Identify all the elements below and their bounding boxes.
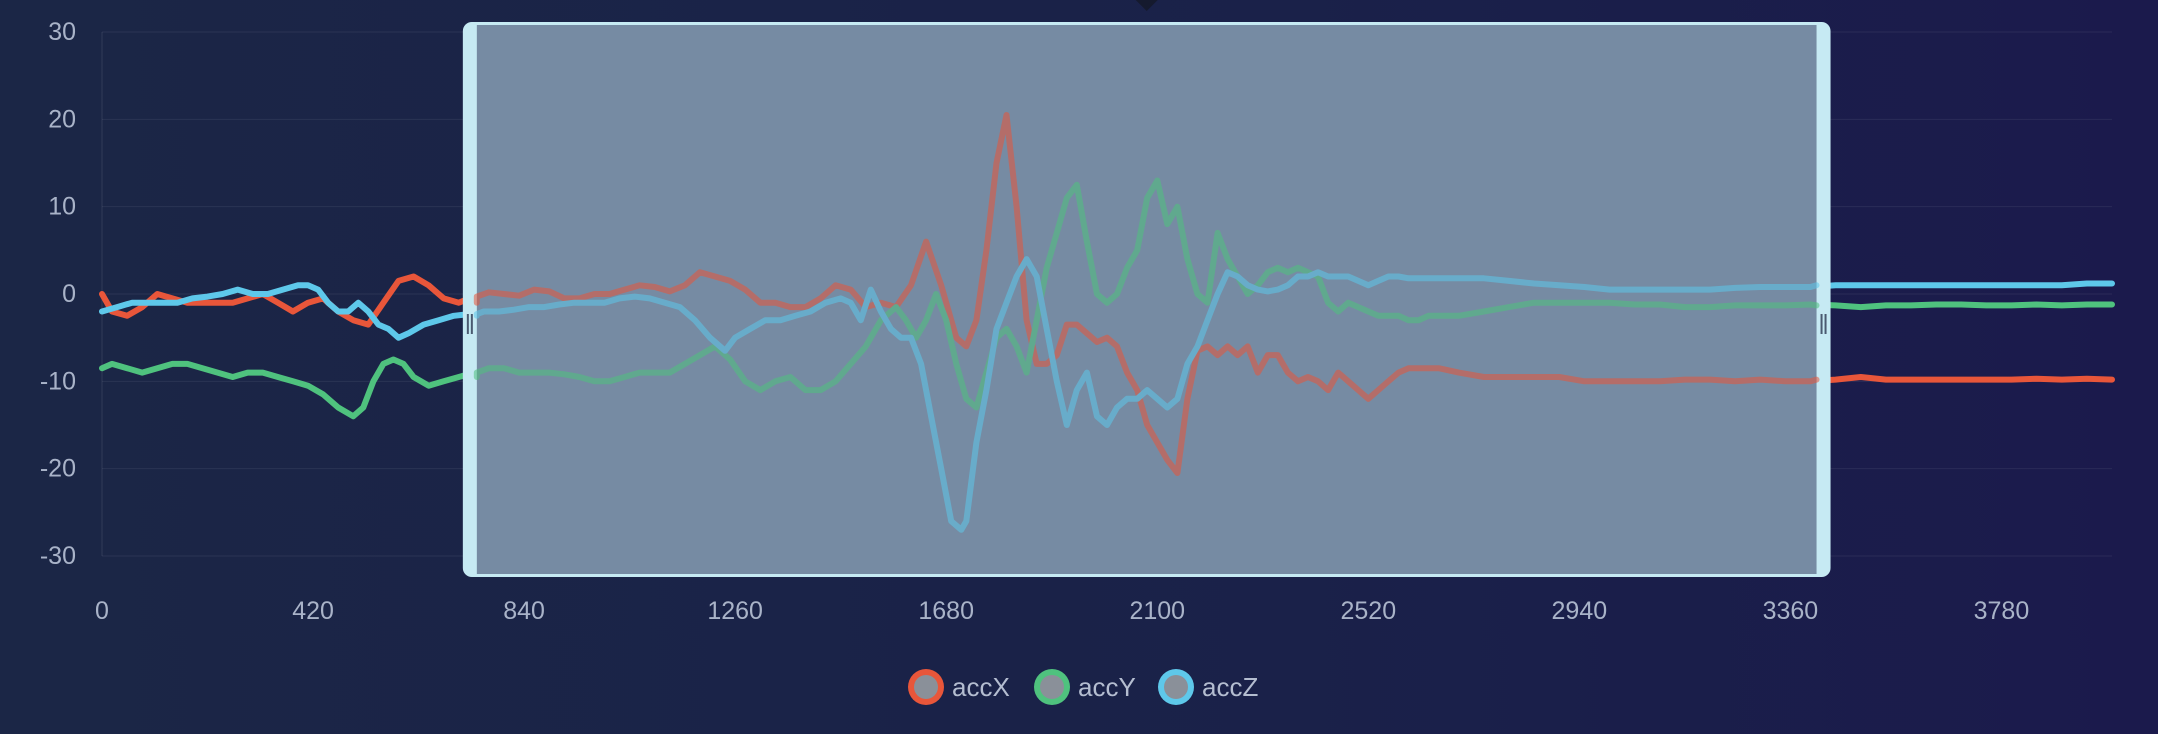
x-tick-label: 2940 <box>1552 597 1608 625</box>
legend-marker-dot <box>1164 675 1188 699</box>
legend-item-accX[interactable]: accX <box>908 669 1010 705</box>
legend-label: accY <box>1078 672 1136 702</box>
brush-handle-left[interactable] <box>466 314 473 334</box>
y-tick-label: 20 <box>48 105 76 133</box>
brush-handle-right[interactable] <box>1820 314 1827 334</box>
x-axis: 0 420 840 1260 1680 2100 2520 2940 3360 3780 <box>95 597 2029 625</box>
brush-series-accY <box>473 177 1820 411</box>
x-tick-label: 1680 <box>918 597 974 625</box>
y-tick-label: -20 <box>40 455 76 483</box>
brush-selection[interactable] <box>462 0 1831 577</box>
x-tick-label: 2100 <box>1129 597 1185 625</box>
brush-series-accX <box>473 112 1820 476</box>
x-tick-label: 3780 <box>1974 597 2030 625</box>
x-tick-label: 2520 <box>1340 597 1396 625</box>
y-tick-label: 10 <box>48 193 76 221</box>
x-tick-label: 420 <box>292 597 334 625</box>
x-tick-label: 3360 <box>1763 597 1819 625</box>
x-tick-label: 840 <box>503 597 545 625</box>
brush-series-overlay <box>473 112 1820 533</box>
legend: accX accY accZ <box>908 669 1258 705</box>
legend-item-accY[interactable]: accY <box>1034 669 1136 705</box>
brush-series-accZ <box>473 256 1820 533</box>
x-tick-label: 1260 <box>707 597 763 625</box>
y-tick-label: -10 <box>40 367 76 395</box>
legend-label: accX <box>952 672 1010 702</box>
x-tick-label: 0 <box>95 597 109 625</box>
legend-item-accZ[interactable]: accZ <box>1158 669 1258 705</box>
legend-marker-dot <box>1040 675 1064 699</box>
y-tick-label: 0 <box>62 280 76 308</box>
y-tick-label: 30 <box>48 18 76 46</box>
legend-label: accZ <box>1202 672 1258 702</box>
y-tick-label: -30 <box>40 542 76 570</box>
brush-center-marker[interactable] <box>1135 0 1158 11</box>
legend-marker-dot <box>914 675 938 699</box>
brush-window[interactable] <box>476 25 1817 574</box>
y-axis: 30 20 10 0 -10 -20 -30 <box>40 18 76 570</box>
